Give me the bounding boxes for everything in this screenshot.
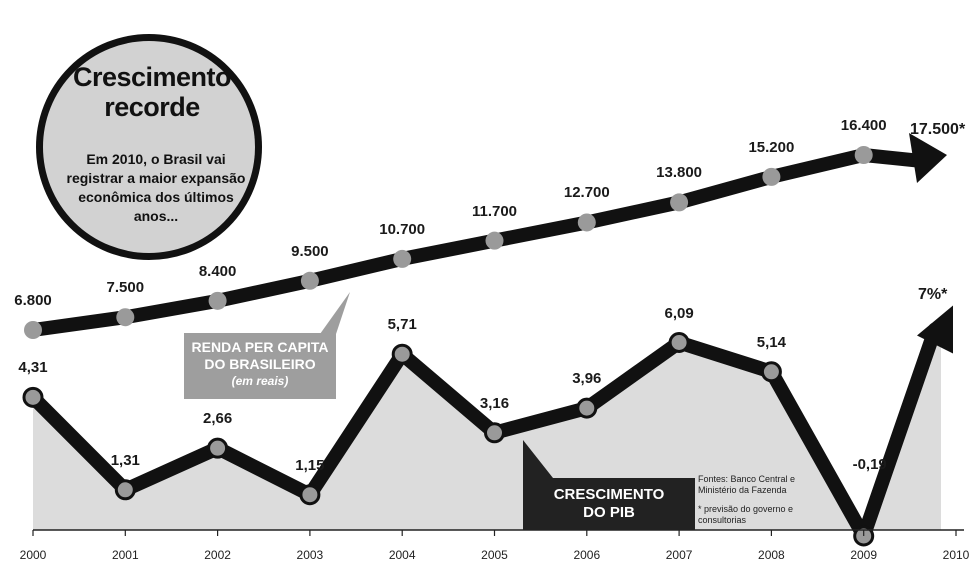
pib-point-2005 xyxy=(484,422,505,444)
renda-point-2007 xyxy=(670,193,689,212)
renda-series-label: RENDA PER CAPITA DO BRASILEIRO (em reais… xyxy=(184,333,336,399)
renda-point-2000 xyxy=(24,321,42,339)
renda-label-line1: RENDA PER CAPITA xyxy=(191,339,329,355)
renda-value-label-2001: 7.500 xyxy=(106,279,145,297)
headline-title-line2: recorde xyxy=(104,92,200,122)
renda-arrow-head xyxy=(909,132,947,183)
renda-point-2004 xyxy=(393,249,412,268)
renda-point-2008 xyxy=(762,167,781,186)
headline-title: Crescimento recorde xyxy=(58,62,246,122)
pib-value-label-2007: 6,09 xyxy=(664,304,694,322)
x-tick-label-2003: 2003 xyxy=(296,548,324,562)
renda-value-label-2009: 16.400 xyxy=(840,117,887,134)
renda-unit-label: (em reais) xyxy=(231,374,289,388)
pib-value-label-2002: 2,66 xyxy=(202,410,233,428)
pib-arrow-head xyxy=(917,305,953,354)
renda-point-2006 xyxy=(577,213,596,232)
headline-title-line1: Crescimento xyxy=(72,62,232,92)
x-tick-label-2010: 2010 xyxy=(942,548,970,562)
renda-point-2001 xyxy=(116,308,135,327)
headline-subtitle: Em 2010, o Brasil vai registrar a maior … xyxy=(66,151,246,224)
renda-value-label-2007: 13.800 xyxy=(656,164,703,182)
pib-point-2008 xyxy=(760,361,782,383)
x-tick-label-2004: 2004 xyxy=(388,548,416,562)
x-axis xyxy=(32,529,964,536)
pib-point-2004 xyxy=(391,343,413,365)
pib-value-label-2010: 7%* xyxy=(918,286,948,303)
renda-value-label-2008: 15.200 xyxy=(748,138,795,156)
pib-value-label-2000: 4,31 xyxy=(18,359,48,377)
pib-value-label-2008: 5,14 xyxy=(756,333,786,351)
renda-point-2005 xyxy=(485,231,504,250)
pib-point-2001 xyxy=(114,479,136,501)
renda-callout-pointer xyxy=(320,292,350,334)
pib-point-2003 xyxy=(299,484,321,506)
renda-value-label-2002: 8.400 xyxy=(198,262,237,280)
x-tick-label-2009: 2009 xyxy=(850,548,878,562)
pib-point-2007 xyxy=(668,332,690,353)
pib-value-label-2006: 3,96 xyxy=(572,370,602,388)
pib-label-line2: DO PIB xyxy=(583,504,635,521)
renda-line-layer xyxy=(24,132,947,339)
pib-value-label-2003: 1,15 xyxy=(295,456,325,474)
renda-point-2009 xyxy=(854,146,873,164)
pib-value-label-2004: 5,71 xyxy=(387,316,417,334)
pib-line-layer xyxy=(22,305,953,547)
pib-point-2006 xyxy=(576,397,598,419)
renda-value-label-2010: 17.500* xyxy=(910,121,966,138)
renda-point-2003 xyxy=(300,271,319,290)
renda-value-label-2003: 9.500 xyxy=(291,242,329,260)
renda-point-2002 xyxy=(208,291,227,310)
x-tick-label-2001: 2001 xyxy=(111,548,139,562)
headline-circle xyxy=(36,34,262,260)
pib-series-label: CRESCIMENTO DO PIB xyxy=(523,478,695,530)
pib-point-2002 xyxy=(207,437,229,459)
pib-value-label-2009: -0,19 xyxy=(852,456,887,473)
x-tick-label-2006: 2006 xyxy=(573,548,601,562)
x-tick-label-2008: 2008 xyxy=(758,548,785,562)
x-tick-label-2002: 2002 xyxy=(204,548,231,562)
pib-callout-pointer xyxy=(523,440,553,478)
renda-value-label-2005: 11.700 xyxy=(471,202,518,220)
forecast-note: * previsão do governo e consultorias xyxy=(698,504,794,525)
x-tick-label-2000: 2000 xyxy=(19,548,47,562)
renda-label-line2: DO BRASILEIRO xyxy=(204,356,316,372)
x-tick-label-2007: 2007 xyxy=(665,548,693,562)
renda-value-label-2004: 10.700 xyxy=(379,220,426,238)
x-tick-label-2005: 2005 xyxy=(481,548,508,562)
pib-value-label-2005: 3,16 xyxy=(479,394,510,412)
pib-label-line1: CRESCIMENTO xyxy=(553,486,665,503)
sources-note: Fontes: Banco Central e Ministério da Fa… xyxy=(698,474,796,495)
renda-value-label-2006: 12.700 xyxy=(563,184,610,202)
renda-value-label-2000: 6.800 xyxy=(14,292,52,309)
pib-point-2000 xyxy=(22,386,44,408)
pib-value-label-2001: 1,31 xyxy=(110,451,140,469)
